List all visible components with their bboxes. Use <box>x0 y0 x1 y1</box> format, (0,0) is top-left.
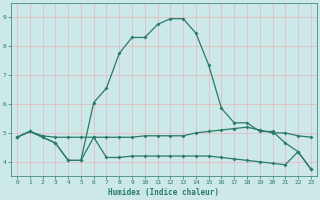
X-axis label: Humidex (Indice chaleur): Humidex (Indice chaleur) <box>108 188 220 197</box>
